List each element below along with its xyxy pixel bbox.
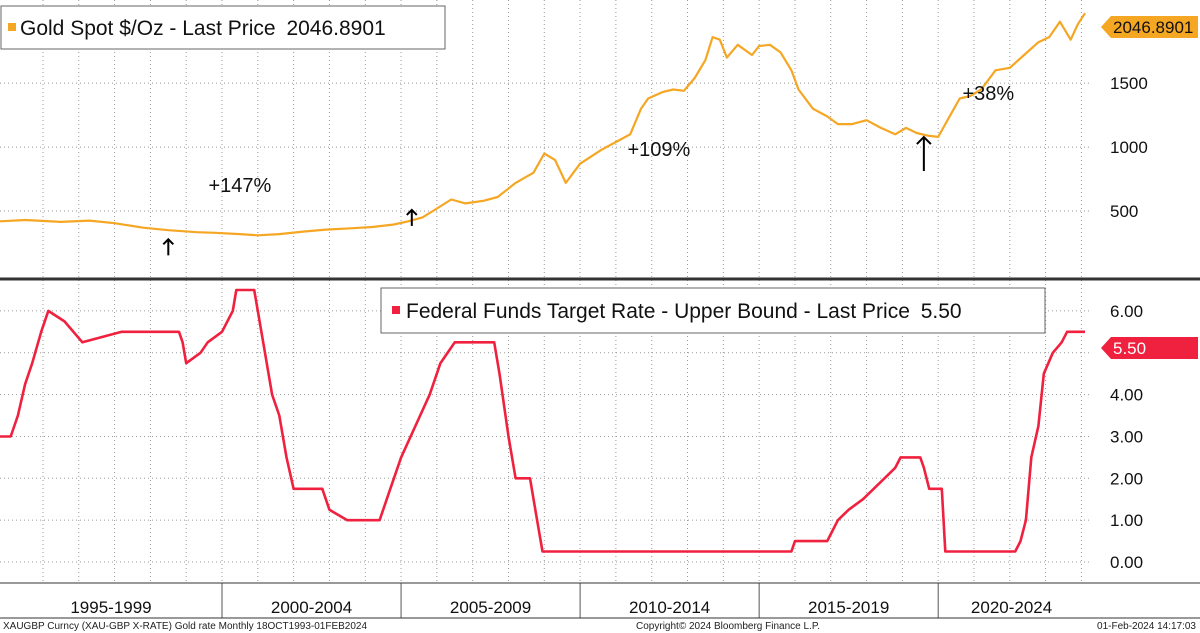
rate-panel-gridlines xyxy=(0,310,1090,563)
x-category-label: 2010-2014 xyxy=(629,598,710,617)
gold-legend-swatch xyxy=(8,23,16,31)
rate-legend-label: Federal Funds Target Rate - Upper Bound … xyxy=(406,300,910,323)
rate-y-tick: 3.00 xyxy=(1110,427,1143,446)
x-category-label: 2015-2019 xyxy=(808,598,889,617)
rate-y-tick: 4.00 xyxy=(1110,386,1143,405)
gold-annotation-label: +38% xyxy=(962,83,1014,105)
x-axis-categories: 1995-1999 2000-2004 2005-2009 2010-2014 2015… xyxy=(70,598,1052,617)
gold-y-tick: 500 xyxy=(1110,202,1138,221)
rate-y-tick: 1.00 xyxy=(1110,511,1143,530)
rate-y-tick: 0.00 xyxy=(1110,553,1143,572)
rate-series xyxy=(0,288,1085,553)
gold-price-line xyxy=(0,12,1086,237)
footer-source: XAUGBP Curncy (XAU-GBP X-RATE) Gold rate… xyxy=(3,621,367,632)
gold-legend-label: Gold Spot $/Oz - Last Price xyxy=(20,17,276,40)
rate-y-axis: 0.001.002.003.004.005.006.00 xyxy=(1110,302,1143,572)
gold-y-axis: 500 1000 1500 xyxy=(1110,74,1148,221)
gold-last-price-tag: 2046.8901 xyxy=(1101,16,1198,38)
gold-last-price-text: 2046.8901 xyxy=(1113,18,1193,37)
up-arrow-icon xyxy=(162,237,175,256)
gold-arrows xyxy=(162,135,932,256)
gold-annotation-label: +109% xyxy=(627,139,690,161)
gold-panel-gridlines xyxy=(0,82,1090,212)
arrow-head xyxy=(406,208,418,216)
rate-y-tick: 6.00 xyxy=(1110,302,1143,321)
gold-legend: Gold Spot $/Oz - Last Price 2046.8901 xyxy=(0,5,446,50)
rate-last-price-tag: 5.50 xyxy=(1101,337,1198,359)
arrow-head xyxy=(162,237,175,246)
rate-y-tick: 2.00 xyxy=(1110,469,1143,488)
rate-legend-value: 5.50 xyxy=(921,300,962,323)
gold-y-tick: 1500 xyxy=(1110,74,1148,93)
gold-series xyxy=(0,12,1086,237)
svg-text:Federal Funds Target Rate - Up: Federal Funds Target Rate - Upper Bound … xyxy=(406,300,962,323)
x-category-label: 2020-2024 xyxy=(971,598,1052,617)
footer-timestamp: 01-Feb-2024 14:17:03 xyxy=(1097,621,1196,632)
footer-copyright: Copyright© 2024 Bloomberg Finance L.P. xyxy=(636,621,820,632)
rate-legend-swatch xyxy=(392,306,400,314)
gold-legend-value: 2046.8901 xyxy=(286,17,385,40)
year-gridlines xyxy=(42,0,1082,618)
gold-y-tick: 1000 xyxy=(1110,138,1148,157)
arrow-head xyxy=(916,135,932,145)
gold-annotation-label: +147% xyxy=(208,175,271,197)
gold-annotations: +147% +109% +38% xyxy=(208,83,1014,197)
svg-text:Gold Spot $/Oz - Last Price: Gold Spot $/Oz - Last Price 2046.8901 xyxy=(20,17,386,40)
x-category-label: 1995-1999 xyxy=(70,598,151,617)
fed-funds-rate-line xyxy=(0,288,1085,553)
up-arrow-icon xyxy=(916,135,932,172)
x-category-label: 2000-2004 xyxy=(271,598,352,617)
rate-legend: Federal Funds Target Rate - Upper Bound … xyxy=(380,287,1046,334)
x-category-label: 2005-2009 xyxy=(450,598,531,617)
up-arrow-icon xyxy=(406,208,418,226)
rate-last-price-text: 5.50 xyxy=(1113,339,1146,358)
